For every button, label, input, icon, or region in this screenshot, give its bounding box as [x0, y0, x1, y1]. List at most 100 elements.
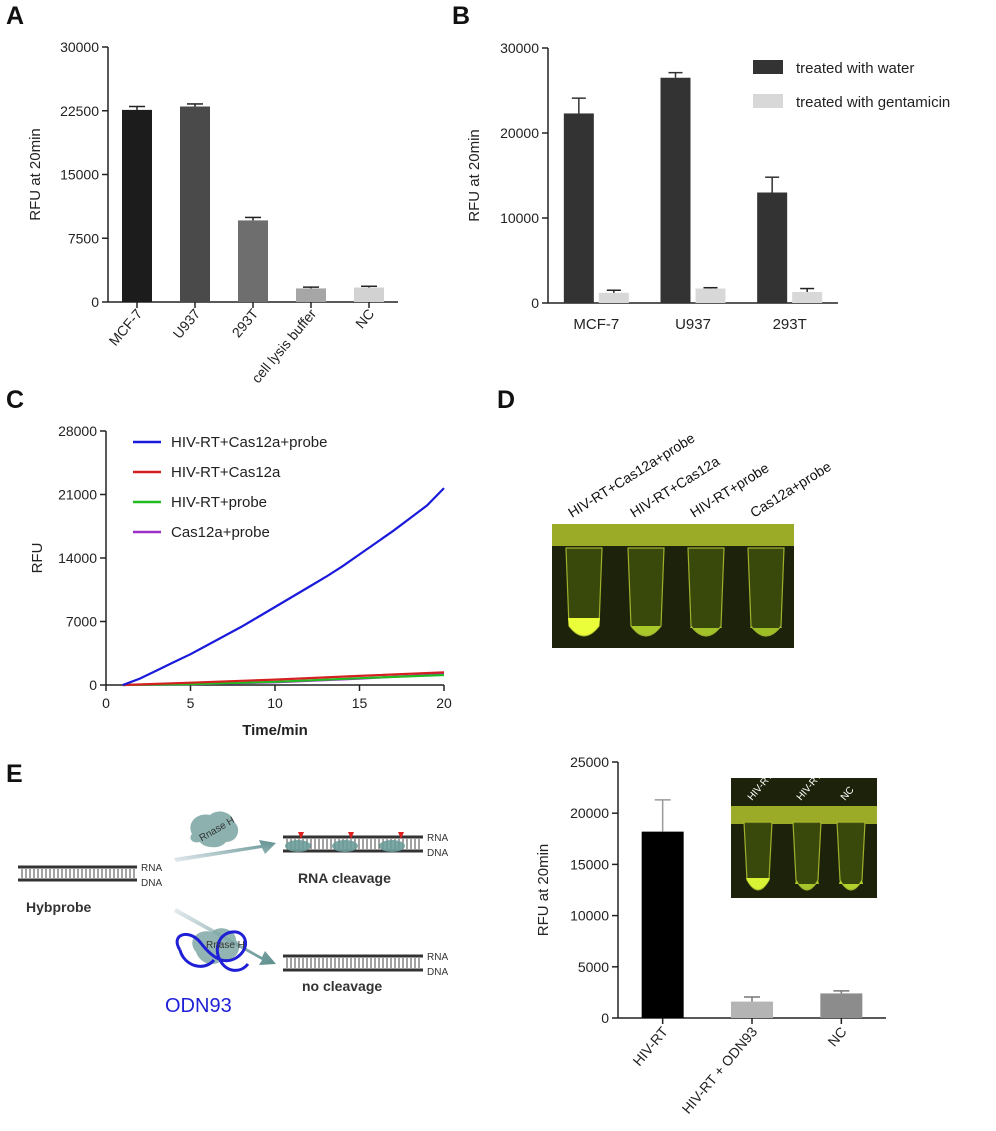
photoD-tube-liquid-2	[690, 626, 722, 636]
chartC-y-tick-label: 7000	[66, 614, 97, 630]
chartA-bar-1	[180, 106, 210, 302]
intact-dna-label: DNA	[427, 967, 448, 978]
photoE-tube-liquid-0	[746, 878, 770, 890]
rna-cleavage-label: RNA cleavage	[298, 870, 391, 886]
photoD-tube-liquid-1	[630, 626, 662, 636]
panel-letter-d: D	[497, 386, 515, 414]
photoD-tube-2	[687, 547, 725, 637]
chartE-y-tick-label: 25000	[570, 754, 609, 770]
chartA-y-tick-label: 22500	[60, 103, 99, 119]
rnase-h-blob: Rnase H	[190, 811, 239, 848]
intact-rna-label: RNA	[427, 952, 448, 963]
hybprobe-dna-label: DNA	[141, 878, 162, 889]
chartA-x-tick-label: 293T	[229, 305, 262, 340]
chartB-bar-1-2	[792, 291, 823, 303]
chartB-bar-1-0	[598, 292, 629, 303]
chartE-bar-2	[820, 993, 863, 1018]
chartC-legend-label-2: HIV-RT+probe	[171, 494, 267, 511]
chartA-x-tick-label: U937	[170, 305, 204, 341]
chartC-legend-label-1: HIV-RT+Cas12a	[171, 464, 281, 481]
chartA-y-tick-label: 7500	[68, 230, 99, 246]
photoE-tube-1	[792, 821, 822, 891]
chartE-x-tick-label: HIV-RT	[629, 1023, 671, 1069]
photoD-tube-liquid-0	[568, 618, 600, 636]
chartB-y-tick-label: 10000	[500, 210, 539, 226]
chartA-y-tick-label: 15000	[60, 167, 99, 183]
photo-e-rack	[731, 806, 877, 824]
chartC-x-tick-label: 15	[352, 695, 368, 711]
chartB-x-tick-label: MCF-7	[573, 316, 619, 333]
chartC-x-axis-label: Time/min	[242, 722, 308, 739]
chartB-y-tick-label: 0	[531, 295, 539, 311]
chartC-x-tick-label: 10	[267, 695, 283, 711]
odn93-rnase-h-label: Rnase H	[206, 940, 245, 951]
chartC-series-line-1	[122, 671, 445, 687]
chartE-y-tick-label: 10000	[570, 908, 609, 924]
chartC-x-tick-label: 5	[187, 695, 195, 711]
chartE-y-tick-label: 15000	[570, 856, 609, 872]
chartA-y-tick-label: 30000	[60, 39, 99, 55]
photoE-tube-2	[836, 821, 866, 891]
photo-d: HIV-RT+Cas12a+probeHIV-RT+Cas12aHIV-RT+p…	[552, 429, 834, 648]
chartA-y-tick-label: 0	[91, 294, 99, 310]
panel-letter-c: C	[6, 386, 24, 414]
cleaved-duplex	[283, 832, 423, 853]
hybprobe-label: Hybprobe	[26, 899, 92, 915]
chartB-bar-1-1	[695, 288, 726, 303]
chartB-legend-label-1: treated with gentamicin	[796, 94, 950, 111]
chartE-bar-1	[731, 1001, 773, 1018]
chartE-y-tick-label: 20000	[570, 805, 609, 821]
cleaved-rna-label: RNA	[427, 833, 448, 844]
chartC-legend-label-3: Cas12a+probe	[171, 524, 270, 541]
hybprobe-rna-label: RNA	[141, 863, 162, 874]
chartA-bar-3	[296, 288, 326, 302]
intact-duplex	[283, 954, 423, 972]
chartB-bar-0-0	[563, 113, 594, 303]
chart-b: 0 10000 20000 30000 RFU at 20min MCF-7 U937 293…	[466, 40, 950, 333]
chart-c: 0 7000 14000 21000 28000 RFU 0 5 10 15 20 Time/min H…	[29, 423, 452, 739]
chartA-bar-2	[238, 220, 268, 302]
chartA-x-tick-label: MCF-7	[106, 305, 146, 348]
cleaved-dna-label: DNA	[427, 848, 448, 859]
chartE-x-tick-label: NC	[824, 1024, 849, 1050]
chartC-y-tick-label: 21000	[58, 487, 97, 503]
chartB-x-tick-label: U937	[675, 316, 711, 333]
chartB-legend-label-0: treated with water	[796, 60, 914, 77]
odn93-label: ODN93	[165, 995, 232, 1017]
chart-a: 0 7500 15000 22500 30000 RFU at 20min MCF-7 U93…	[27, 39, 398, 386]
chartC-series-line-0	[122, 487, 445, 687]
photoE-tube-liquid-2	[839, 880, 863, 890]
photoD-tube-1	[627, 547, 665, 637]
chartE-y-tick-label: 0	[601, 1010, 609, 1026]
diagram-e: RNA DNA Hybprobe Rnase H RNA DNA RNA cle…	[18, 811, 448, 1017]
odn93-complex: Rnase H	[175, 928, 250, 972]
chartB-y-tick-label: 30000	[500, 40, 539, 56]
chartB-y-axis-label: RFU at 20min	[466, 129, 483, 222]
chartC-x-tick-label: 20	[436, 695, 452, 711]
chartE-y-axis-label: RFU at 20min	[535, 844, 552, 937]
no-cleavage-label: no cleavage	[302, 978, 382, 994]
photoD-tube-3	[747, 547, 785, 637]
chartB-bar-0-1	[660, 77, 691, 303]
chartC-y-tick-label: 28000	[58, 423, 97, 439]
photo-d-rack	[552, 524, 794, 546]
chartB-x-tick-label: 293T	[773, 316, 807, 333]
photoD-tube-liquid-3	[750, 626, 782, 636]
chartC-legend-label-0: HIV-RT+Cas12a+probe	[171, 434, 327, 451]
chartA-bar-0	[122, 109, 152, 303]
chartC-x-tick-label: 0	[102, 695, 110, 711]
chartE-bar-0	[641, 831, 684, 1018]
panel-letter-e: E	[6, 760, 23, 788]
chartB-legend-swatch-0	[753, 60, 783, 74]
chartA-y-axis-label: RFU at 20min	[27, 128, 44, 221]
chartA-bar-4	[354, 287, 384, 302]
chartE-y-tick-label: 5000	[578, 959, 609, 975]
arrow-up	[174, 840, 276, 862]
chartB-y-tick-label: 20000	[500, 125, 539, 141]
chartE-x-tick-label: HIV-RT + ODN93	[679, 1023, 761, 1116]
panel-letter-b: B	[452, 2, 470, 30]
hybprobe-duplex	[18, 865, 137, 882]
chartB-legend-swatch-1	[753, 94, 783, 108]
